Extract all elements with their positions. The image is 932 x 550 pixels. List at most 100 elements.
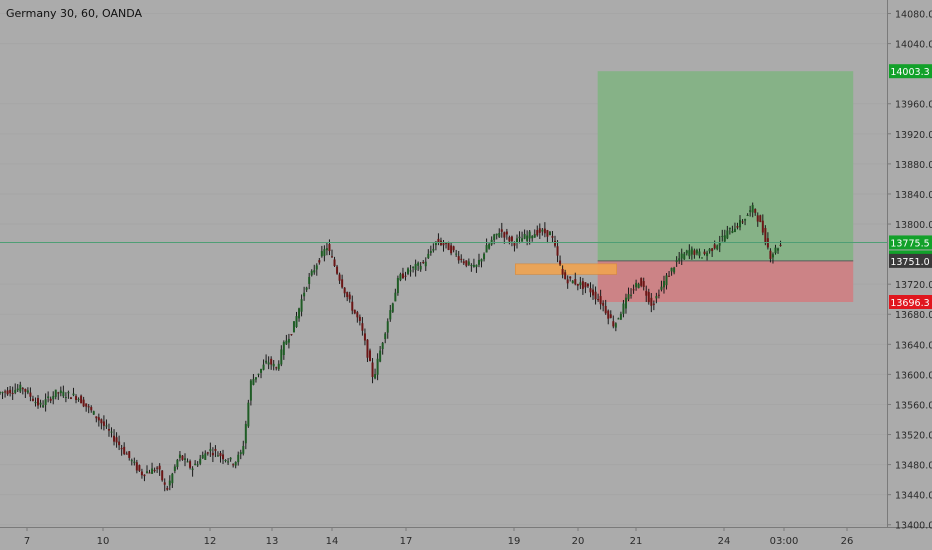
candle-body: [389, 310, 392, 320]
candle-body: [348, 294, 351, 300]
candle-body: [477, 259, 480, 265]
candle-body: [515, 238, 518, 243]
candle-body: [298, 308, 301, 319]
candle-body: [386, 321, 389, 333]
entry-price-label: 13751.0: [890, 257, 929, 268]
candle-body: [736, 226, 739, 228]
candle-body: [54, 389, 57, 397]
candle-body: [4, 391, 7, 393]
candle-body: [394, 292, 397, 302]
candle-body: [343, 287, 346, 294]
candle-body: [622, 303, 625, 314]
candle-body: [224, 460, 227, 462]
candle-body: [72, 393, 75, 396]
candle-body: [756, 215, 759, 222]
candle-body: [151, 468, 154, 474]
candle-body: [371, 362, 374, 378]
candle-body: [503, 232, 506, 238]
candle-body: [521, 238, 524, 242]
candle-body: [90, 407, 93, 411]
candle-body: [584, 282, 587, 288]
candle-body: [754, 209, 757, 213]
candle-body: [374, 374, 377, 379]
candle-body: [635, 282, 638, 288]
candle-body: [538, 228, 541, 233]
candle-body: [548, 231, 551, 236]
candle-body: [434, 241, 437, 246]
candle-body: [642, 281, 645, 287]
candle-body: [457, 256, 460, 261]
candle-body: [97, 417, 100, 421]
candle-body: [769, 250, 772, 259]
candle-body: [140, 471, 143, 476]
candle-body: [318, 260, 321, 263]
candle-body: [624, 297, 627, 309]
candle-body: [323, 249, 326, 256]
candle-body: [508, 237, 511, 242]
candle-body: [244, 423, 247, 444]
candle-body: [419, 265, 422, 270]
candle-body: [779, 244, 782, 246]
candle-body: [576, 283, 579, 286]
candle-body: [569, 276, 572, 279]
candle-body: [128, 451, 131, 458]
candle-body: [47, 396, 50, 399]
candle-body: [384, 333, 387, 340]
candle-body: [234, 461, 237, 466]
candle-body: [650, 297, 653, 306]
candle-body: [627, 294, 630, 300]
candle-body: [450, 245, 453, 254]
candle-body: [135, 462, 138, 471]
candle-body: [427, 253, 430, 259]
candle-body: [338, 274, 341, 281]
candle-body: [739, 219, 742, 228]
candle-body: [239, 452, 242, 455]
candle-body: [655, 296, 658, 299]
x-tick-label: 14: [326, 536, 339, 547]
candle-body: [744, 219, 747, 221]
candle-body: [143, 474, 146, 477]
candle-body: [310, 270, 313, 276]
candle-body: [85, 403, 88, 407]
candle-body: [308, 276, 311, 284]
candle-body: [102, 421, 105, 426]
candle-body: [115, 437, 118, 443]
candle-body: [761, 220, 764, 233]
x-tick-label: 7: [24, 536, 30, 547]
candle-body: [376, 358, 379, 375]
candle-body: [110, 431, 113, 433]
candle-body: [214, 448, 217, 451]
candle-body: [166, 488, 169, 490]
x-tick-label: 13: [266, 536, 279, 547]
candle-body: [178, 454, 181, 458]
candle-body: [194, 463, 197, 466]
candle-body: [728, 227, 731, 229]
candle-body: [52, 395, 55, 400]
candle-body: [480, 259, 483, 262]
candle-body: [252, 379, 255, 385]
candle-body: [579, 282, 582, 286]
candle-body: [424, 261, 427, 267]
candle-body: [260, 368, 263, 373]
y-tick-label: 13600.0: [895, 370, 932, 381]
candle-body: [29, 392, 32, 397]
candle-body: [346, 292, 349, 298]
candle-body: [594, 291, 597, 300]
candle-body: [619, 313, 622, 320]
y-tick-label: 13800.0: [895, 220, 932, 231]
candle-body: [105, 425, 108, 427]
candle-body: [64, 397, 67, 399]
candle-body: [662, 281, 665, 288]
candle-body: [559, 260, 562, 265]
target-zone: [597, 71, 854, 261]
candle-body: [612, 321, 615, 327]
candle-body: [472, 264, 475, 267]
candle-body: [24, 389, 27, 392]
candle-body: [267, 362, 270, 365]
candle-body: [204, 453, 207, 460]
last-price-label-bg: [889, 235, 932, 250]
candle-body: [564, 272, 567, 280]
candle-body: [510, 236, 513, 242]
